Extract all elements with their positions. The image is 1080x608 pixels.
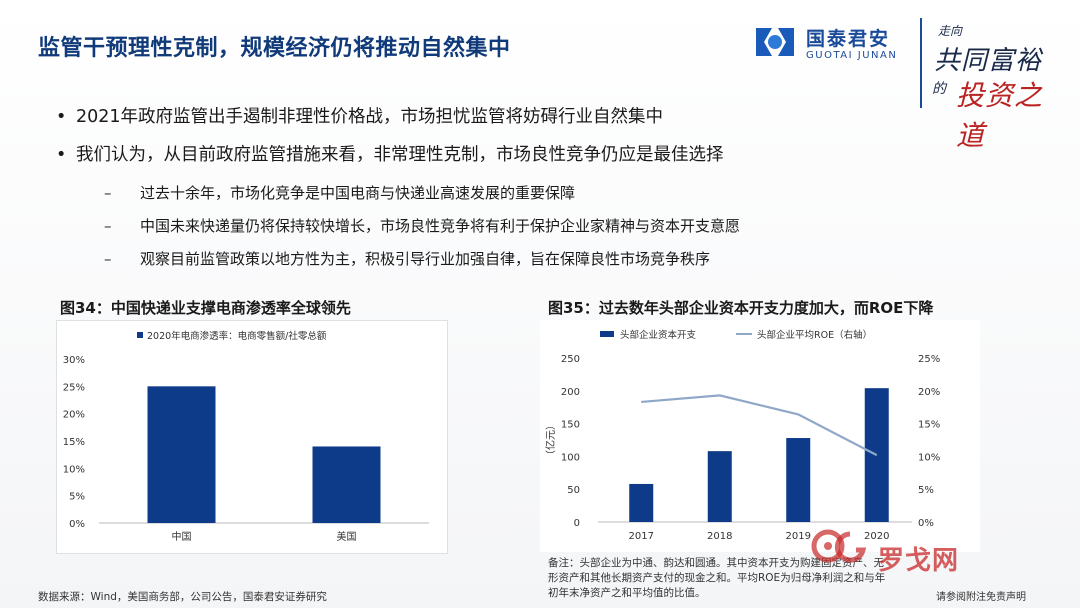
bar — [147, 386, 216, 523]
logo-en-text: GUOTAI JUNAN — [806, 50, 898, 61]
y-tick-label: 20% — [63, 410, 85, 421]
y-tick-label: 250 — [561, 354, 580, 365]
slogan-line2: 共同富裕 — [934, 46, 1043, 76]
y-tick-label: 100 — [561, 452, 580, 463]
y2-tick-label: 25% — [918, 354, 940, 365]
legend-label: 2020年电商渗透率：电商零售额/社零总额 — [147, 330, 327, 342]
y2-tick-label: 0% — [918, 518, 934, 529]
legend-label: 头部企业资本开支 — [620, 329, 697, 341]
page-title: 监管干预理性克制，规模经济仍将推动自然集中 — [38, 36, 511, 61]
y-tick-label: 25% — [63, 382, 85, 393]
y-axis-label: （亿元） — [544, 420, 557, 460]
fig34-chart: 2020年电商渗透率：电商零售额/社零总额 0% 5% 10% 15% 20% 25% 30%… — [63, 330, 429, 543]
legend-swatch — [137, 332, 143, 338]
bar — [786, 438, 811, 522]
y-tick-label: 0 — [574, 518, 580, 529]
watermark-text: 罗戈网 — [878, 546, 960, 576]
fig35-note: 备注：头部企业为中通、韵达和圆通。其中资本开支为购建固定资产、无 形资产和其他长… — [548, 556, 928, 601]
slogan-line3: 的 — [932, 81, 946, 97]
bullet-item: 我们认为，从目前政府监管措施来看，非常理性克制，市场良性竞争仍应是最佳选择 — [56, 140, 936, 178]
y2-tick-label: 10% — [918, 452, 940, 463]
sub-bullet-item: 观察目前监管政策以地方性为主，积极引导行业加强自律，旨在保障良性市场竞争秩序 — [56, 244, 936, 277]
x-tick-label: 美国 — [337, 530, 357, 543]
x-tick-label: 2018 — [707, 531, 732, 542]
y-tick-label: 30% — [63, 355, 85, 366]
guotai-logo-icon — [756, 28, 794, 56]
bar — [312, 446, 381, 523]
fig34-title: 图34：中国快递业支撑电商渗透率全球领先 — [60, 299, 351, 317]
fig34-chart-frame: 2020年电商渗透率：电商零售额/社零总额 0% 5% 10% 15% 20% 25% 30%… — [56, 320, 448, 554]
y-tick-label: 0% — [69, 519, 85, 530]
y2-tick-label: 5% — [918, 485, 934, 496]
y2-tick-label: 20% — [918, 387, 940, 398]
legend-swatch — [600, 331, 614, 337]
logo-divider — [920, 18, 922, 108]
data-source: 数据来源：Wind，美国商务部，公司公告，国泰君安证券研究 — [38, 591, 327, 603]
bar — [707, 451, 732, 522]
fig35-chart-frame: 头部企业资本开支 头部企业平均ROE（右轴） 0 50 100 150 200 250 0% 5%… — [540, 320, 980, 552]
note-line2: 形资产和其他长期资产支付的现金之和。平均ROE为归母净利润之和与年 — [548, 572, 886, 584]
bar — [864, 388, 889, 522]
disclaimer-link[interactable]: 请参阅附注免责声明 — [936, 592, 1026, 603]
watermark-logo-icon — [811, 529, 867, 563]
bullet-list: 2021年政府监管出手遏制非理性价格战，市场担忧监管将妨碍行业自然集中 我们认为… — [56, 102, 936, 277]
sub-bullet-item: 过去十余年，市场化竞争是中国电商与快递业高速发展的重要保障 — [56, 178, 936, 211]
x-tick-label: 2019 — [786, 531, 811, 542]
bar — [629, 483, 654, 522]
bullet-item: 2021年政府监管出手遏制非理性价格战，市场担忧监管将妨碍行业自然集中 — [56, 102, 936, 140]
fig35-title: 图35：过去数年头部企业资本开支力度加大，而ROE下降 — [548, 299, 934, 317]
y-tick-label: 200 — [561, 387, 580, 398]
y-tick-label: 5% — [69, 492, 85, 503]
note-line3: 初年末净资产之和平均值的比值。 — [548, 587, 706, 599]
company-logo: 国泰君安 GUOTAI JUNAN — [752, 20, 912, 68]
logo-cn-text: 国泰君安 — [806, 28, 891, 50]
y2-tick-label: 15% — [918, 420, 940, 431]
x-tick-label: 2017 — [629, 531, 654, 542]
slogan-line1: 走向 — [938, 24, 963, 38]
y-tick-label: 50 — [567, 485, 580, 496]
x-tick-label: 中国 — [172, 530, 192, 543]
x-tick-label: 2020 — [864, 531, 889, 542]
y-tick-label: 150 — [561, 420, 580, 431]
fig35-chart: 头部企业资本开支 头部企业平均ROE（右轴） 0 50 100 150 200 250 0% 5%… — [544, 329, 940, 542]
roe-line — [641, 394, 878, 457]
legend-label: 头部企业平均ROE（右轴） — [757, 329, 872, 341]
slogan-line4: 投资之道 — [956, 79, 1044, 152]
y-tick-label: 15% — [63, 437, 85, 448]
y-tick-label: 10% — [63, 464, 85, 475]
note-line1: 备注：头部企业为中通、韵达和圆通。其中资本开支为购建固定资产、无 — [548, 557, 884, 569]
slogan: 走向 共同富裕 的 投资之道 — [930, 18, 1060, 152]
sub-bullet-item: 中国未来快递量仍将保持较快增长，市场良性竞争将有利于保护企业家精神与资本开支意愿 — [56, 211, 936, 244]
